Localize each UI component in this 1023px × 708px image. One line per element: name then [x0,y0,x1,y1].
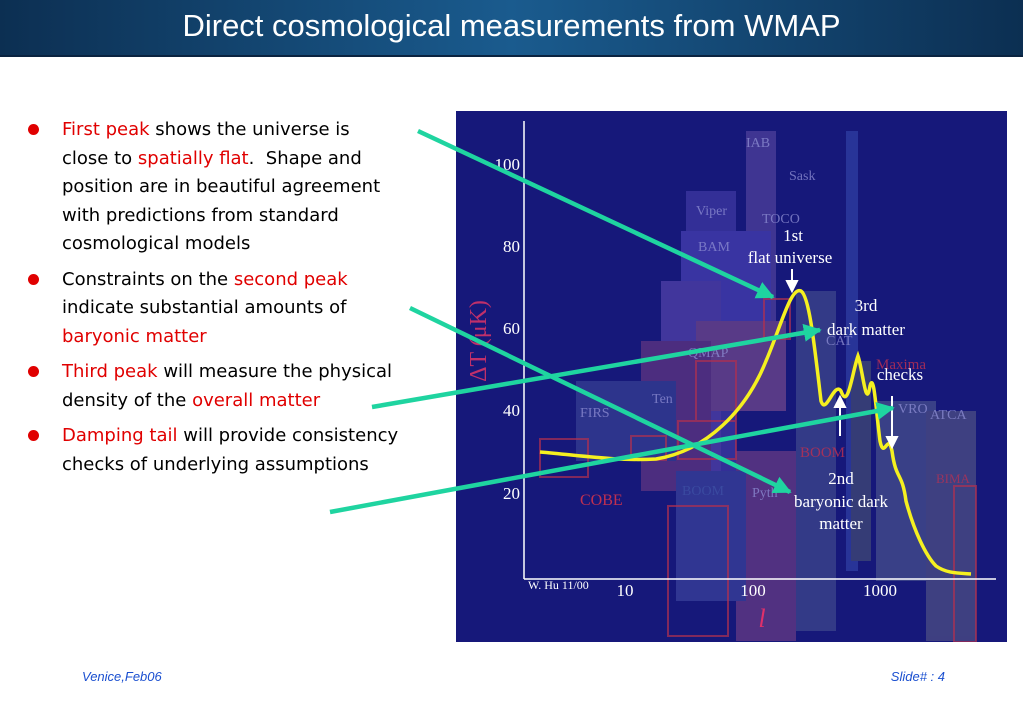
slide-title: Direct cosmological measurements from WM… [182,8,841,43]
highlight-text: baryonic matter [62,325,207,347]
figure: 100 80 60 40 20 10 100 1000 W. Hu 11/00 … [456,111,1007,642]
annotation: 1st [783,226,803,245]
highlight-text: First peak [62,119,150,140]
experiment-label: BOOM [682,484,725,499]
y-tick-label: 100 [495,155,521,174]
y-tick-label: 20 [503,484,520,503]
experiment-label: BAM [698,240,730,255]
y-tick-label: 80 [503,237,520,256]
annotation: flat universe [748,248,833,267]
annotation: 3rd [855,296,878,315]
annotation: baryonic dark [794,492,888,511]
credit: W. Hu 11/00 [528,578,589,592]
x-axis-label: l [758,604,765,633]
y-tick-label: 60 [503,319,520,338]
experiment-label: CAT [826,334,853,349]
experiment-label: Maxima [876,357,926,373]
bullet: Third peak will measure the physical den… [28,358,400,415]
bullet-list: First peak shows the universe is close t… [28,116,400,486]
header-bar: Direct cosmological measurements from WM… [0,0,1023,57]
y-axis-label: ΔT (μK) [466,300,492,382]
experiment-label: Viper [696,204,727,219]
x-tick-label: 1000 [863,581,897,600]
highlight-text: Damping tail [62,425,178,446]
bullet-text: shows the universe is close to [62,119,356,169]
experiment-label: COBE [580,492,623,509]
experiment-label: BOOM [800,445,845,461]
annotation: checks [877,365,923,384]
footer-left: Venice,Feb06 [82,669,162,684]
experiment-label: Pyth [752,486,778,501]
highlight-text: second peak [233,268,348,290]
experiment-label: QMAP [688,346,729,361]
x-tick-label: 10 [617,581,634,600]
experiment-label: TOCO [762,212,800,227]
experiment-label: ATCA [930,408,967,423]
bullet: Constraints on the second peak indicate … [28,266,400,352]
annotation: 2nd [828,469,854,488]
highlight-text: overall matter [192,389,321,411]
bullet-text: . Shape and position are in beautiful ag… [62,147,386,255]
experiment-label: Sask [789,169,815,184]
experiment-label: IAB [746,136,770,151]
experiment-label: Ten [652,392,673,407]
bullet-text: Constraints on the [62,268,234,290]
x-tick-label: 100 [740,581,766,600]
experiment-label: VRO [898,402,928,417]
y-tick-label: 40 [503,401,520,420]
experiment-label: FIRS [580,406,610,421]
annotation: matter [819,514,863,533]
experiment-label: BIMA [936,471,971,486]
annotation: dark matter [827,320,905,339]
bullet-text: indicate substantial amounts of [62,268,354,318]
highlight-text: Third peak [62,361,158,382]
bullet: First peak shows the universe is close t… [28,116,400,259]
bullet: Damping tail will provide consistency ch… [28,422,400,479]
highlight-text: spatially flat [137,147,249,169]
footer-right: Slide# : 4 [890,669,945,684]
